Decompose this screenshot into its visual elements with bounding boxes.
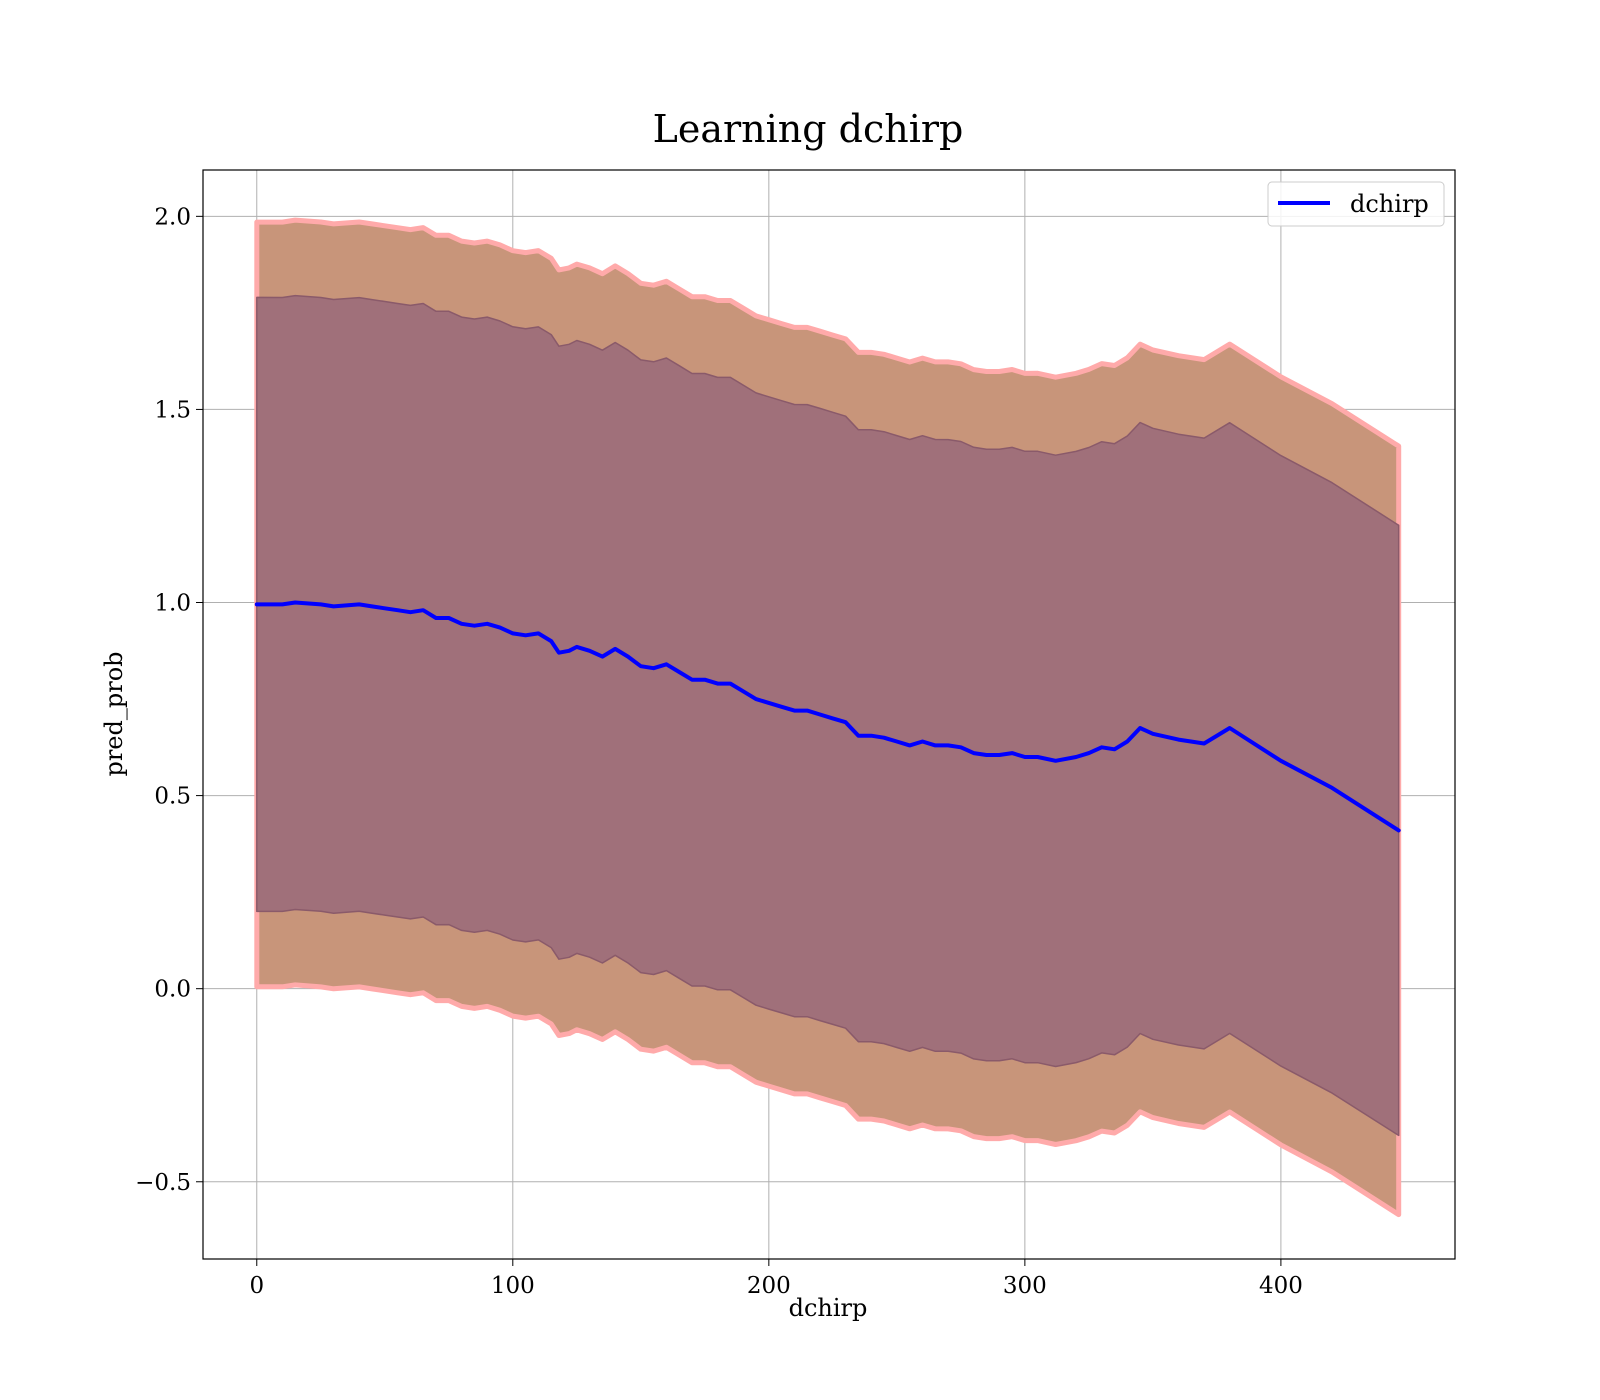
x-axis-label: dchirp: [789, 1294, 868, 1322]
legend: dchirp: [1267, 181, 1445, 227]
x-axis-ticks: 0 100 200 300 400: [249, 1259, 1303, 1299]
series-line-dchirp: [254, 600, 1401, 833]
x-tick-label: 200: [747, 1273, 791, 1299]
y-tick-label: 1.5: [154, 397, 191, 423]
y-axis-ticks: −0.5 0.0 0.5 1.0 1.5 2.0: [135, 204, 203, 1196]
chart-title: Learning dchirp: [653, 107, 964, 151]
x-tick-label: 300: [1003, 1273, 1047, 1299]
y-tick-label: −0.5: [135, 1170, 191, 1196]
x-tick-label: 0: [249, 1273, 264, 1299]
y-tick-label: 2.0: [154, 204, 191, 230]
x-tick-label: 400: [1259, 1273, 1303, 1299]
legend-entry-dchirp: dchirp: [1350, 190, 1429, 218]
y-tick-label: 0.5: [154, 784, 191, 810]
y-axis-label: pred_prob: [100, 651, 128, 776]
plot-frame: [202, 169, 1456, 1260]
x-tick-label: 100: [491, 1273, 535, 1299]
legend-box: [1267, 181, 1445, 227]
series-lines: [254, 600, 1401, 833]
y-tick-label: 1.0: [154, 591, 191, 617]
y-tick-label: 0.0: [154, 977, 191, 1003]
